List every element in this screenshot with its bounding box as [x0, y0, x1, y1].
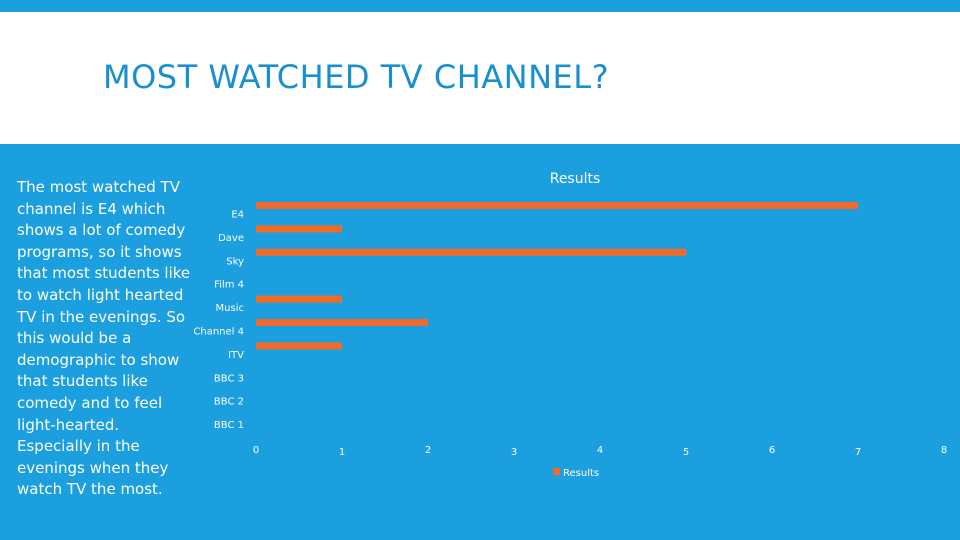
bars: [256, 202, 858, 350]
x-tick-label: 2: [425, 445, 431, 456]
bar: [256, 342, 342, 350]
slide-title: MOST WATCHED TV CHANNEL?: [103, 58, 610, 96]
bar: [256, 248, 686, 256]
bar: [256, 295, 342, 303]
body-text: The most watched TV channel is E4 which …: [17, 178, 191, 499]
legend: Results: [553, 468, 599, 479]
category-label: BBC 2: [214, 397, 244, 408]
category-label: BBC 1: [214, 420, 244, 431]
bar: [256, 319, 428, 326]
title-band: [0, 12, 960, 144]
category-label: Sky: [226, 256, 244, 267]
bar: [256, 202, 858, 209]
x-tick-label: 7: [855, 447, 861, 458]
x-tick-label: 8: [941, 445, 947, 456]
legend-swatch: [553, 468, 560, 475]
x-tick-label: 5: [683, 447, 689, 458]
category-label: BBC 3: [214, 373, 244, 384]
x-tick-labels: 0 1 2 3 4 5 6 7 8: [253, 445, 947, 458]
x-tick-label: 6: [769, 445, 775, 456]
category-label: Dave: [218, 233, 244, 244]
legend-label: Results: [563, 468, 599, 479]
category-label: Film 4: [214, 280, 244, 291]
bar: [256, 225, 342, 233]
x-tick-label: 0: [253, 445, 259, 456]
category-label: E4: [231, 210, 244, 221]
category-label: Channel 4: [193, 327, 244, 338]
x-tick-label: 3: [511, 447, 517, 458]
category-label: Music: [216, 303, 244, 314]
x-tick-label: 4: [597, 445, 603, 456]
category-labels: E4 Dave Sky Film 4 Music Channel 4 ITV BBC 3 BBC…: [193, 210, 244, 432]
x-tick-label: 1: [339, 447, 345, 458]
results-bar-chart: Results E4 Dave Sky Film 4 Music Channel 4 ITV…: [193, 171, 947, 479]
chart-title: Results: [550, 171, 601, 187]
category-label: ITV: [228, 350, 244, 361]
